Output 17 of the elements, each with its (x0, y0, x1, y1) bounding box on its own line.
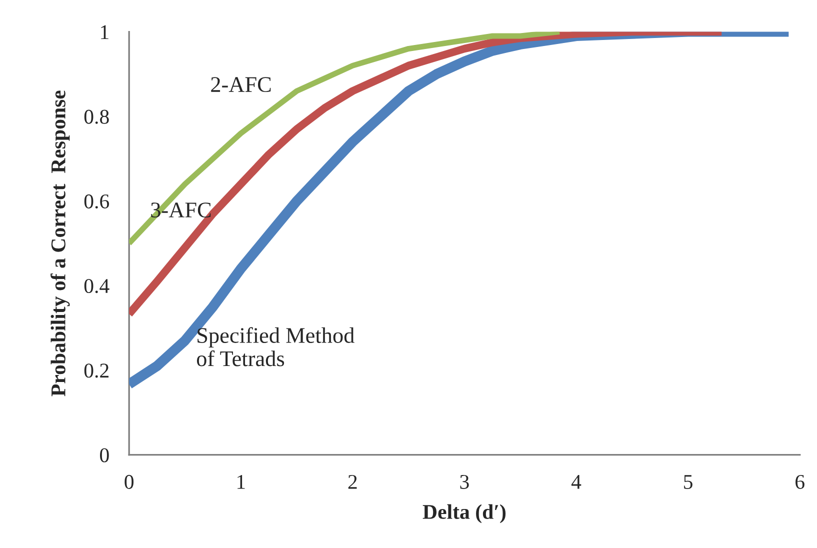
x-tick-label: 1 (238, 474, 245, 489)
x-tick-label: 3 (460, 474, 469, 489)
series-label: Specified Method of Tetrads (196, 327, 354, 366)
x-axis-title: Delta (d′) (422, 504, 506, 524)
y-tick-label: 1 (101, 25, 108, 40)
x-tick-label: 5 (684, 475, 692, 489)
y-tick-label: 0.4 (84, 278, 110, 294)
y-axis-title: Probability of a Correct Response (50, 90, 70, 396)
x-tick-label: 4 (571, 475, 582, 489)
y-tick-label: 0.8 (84, 110, 109, 124)
x-tick-label: 0 (124, 474, 134, 489)
y-tick-label: 0 (100, 448, 109, 462)
x-tick-label: 2 (348, 474, 357, 489)
y-tick-label: 0.2 (84, 364, 108, 378)
series-label: 2-AFC (211, 77, 271, 92)
y-tick-label: 0.6 (84, 194, 110, 209)
x-tick-label: 6 (796, 474, 804, 489)
